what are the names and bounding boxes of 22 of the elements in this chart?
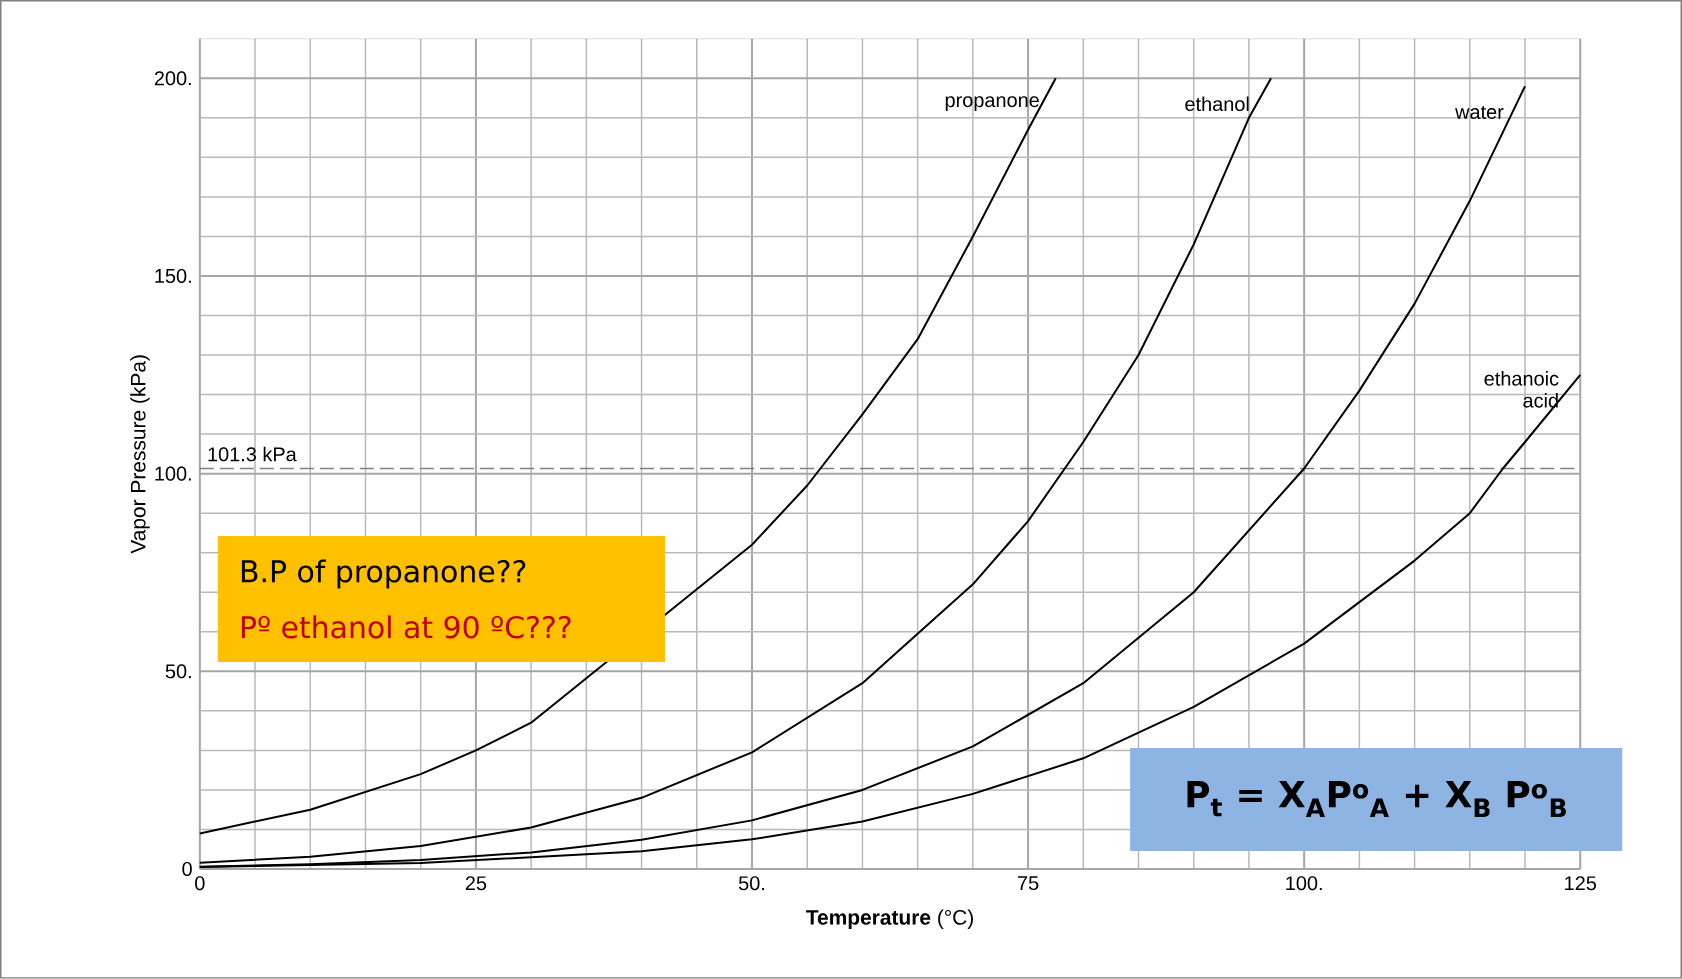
x-tick-label: 125 [1565, 876, 1597, 891]
y-tick-label: 0 [182, 862, 192, 877]
y-tick-label: 150. [155, 269, 191, 284]
x-tick-label: 100. [1286, 876, 1322, 891]
annotation: B.P of propanone?? [241, 559, 526, 589]
y-tick-label: 50. [165, 664, 191, 679]
text: P$_{t}$ = X$_{A}$P$^{o}$$_{A}$ + X$_{B}$ P$^{o}$B [1187, 781, 1566, 818]
y-tick-label: 100. [155, 466, 191, 481]
series-label: ethanol [1185, 96, 1249, 112]
series-label: propanone [945, 96, 1039, 112]
series-label: ethanoic acid [1484, 371, 1559, 408]
annotation: Pº ethanol at 90 ºC??? [241, 615, 571, 639]
ref-line-label: 101.3 kPa [208, 446, 297, 462]
x-axis-title: Temperature (°C) [806, 909, 973, 930]
x-tick-label: 75 [1018, 876, 1039, 891]
y-axis-title: Vapor Pressure (kPa) [130, 355, 150, 554]
line-series [198, 77, 1057, 835]
y-tick-label: 200. [154, 71, 191, 86]
x-tick-label: 50. [738, 876, 765, 891]
x-tick-label: 0 [195, 876, 205, 891]
x-tick-label: 25 [465, 876, 487, 891]
series-label: water [1455, 106, 1504, 120]
